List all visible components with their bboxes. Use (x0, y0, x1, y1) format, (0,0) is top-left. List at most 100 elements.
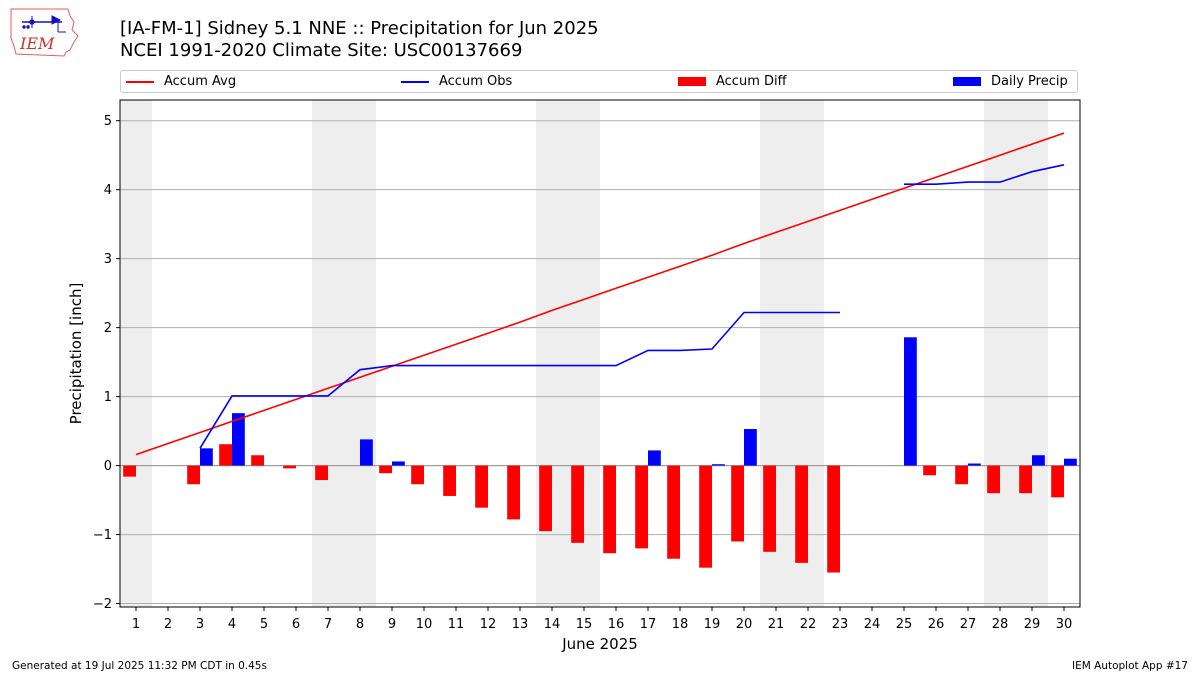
iem-logo-text: IEM (19, 34, 55, 53)
accum-diff-bar (635, 465, 648, 549)
legend-item-accum-diff: Accum Diff (678, 74, 787, 90)
legend-item-accum-avg: Accum Avg (126, 74, 236, 90)
legend-swatch-accum-avg (126, 80, 154, 83)
generated-timestamp: Generated at 19 Jul 2025 11:32 PM CDT in… (12, 660, 267, 672)
accum-diff-bar (411, 465, 424, 485)
accum-diff-bar (123, 465, 136, 477)
x-tick-label: 10 (416, 617, 433, 632)
accum-diff-bar (315, 465, 328, 481)
x-tick-label: 4 (228, 617, 236, 632)
x-tick-label: 2 (164, 617, 172, 632)
x-tick-label: 17 (640, 617, 657, 632)
accum-diff-bar (731, 465, 744, 542)
accum-diff-bar (539, 465, 552, 532)
accum-diff-bar (219, 444, 232, 466)
x-tick-label: 23 (832, 617, 849, 632)
daily-precip-bar (392, 461, 405, 466)
daily-precip-bar (1064, 458, 1077, 466)
accum-diff-bar (955, 465, 968, 485)
iem-logo: IEM (10, 8, 79, 57)
x-tick-label: 18 (672, 617, 689, 632)
x-tick-label: 30 (1056, 617, 1073, 632)
x-tick-label: 5 (260, 617, 268, 632)
accum-diff-bar (571, 465, 584, 543)
accum-diff-bar (283, 465, 296, 469)
y-tick-label: 2 (104, 321, 112, 336)
x-tick-label: 9 (388, 617, 396, 632)
daily-precip-bar (968, 463, 981, 466)
legend-swatch-accum-obs (401, 80, 429, 83)
y-tick-label: 5 (104, 114, 112, 129)
x-tick-label: 16 (608, 617, 625, 632)
y-axis-label: Precipitation [inch] (67, 283, 85, 425)
x-tick-label: 11 (448, 617, 465, 632)
accum-diff-bar (1019, 465, 1032, 494)
x-tick-label: 14 (544, 617, 561, 632)
x-tick-label: 13 (512, 617, 529, 632)
accum-diff-bar (795, 465, 808, 563)
weekend-shade (312, 100, 344, 607)
x-tick-label: 19 (704, 617, 721, 632)
daily-precip-bar (744, 429, 757, 466)
accum-obs-line (199, 311, 840, 449)
x-tick-label: 12 (480, 617, 497, 632)
accum-diff-bar (443, 465, 456, 496)
x-tick-label: 28 (992, 617, 1009, 632)
accum-diff-bar (507, 465, 520, 520)
daily-precip-bar (712, 464, 725, 466)
weekend-shade (984, 100, 1016, 607)
weekend-shade (120, 100, 152, 607)
legend-item-daily-precip: Daily Precip (953, 74, 1068, 90)
legend-label-accum-diff: Accum Diff (716, 74, 787, 89)
legend-label-accum-obs: Accum Obs (439, 74, 513, 89)
x-tick-label: 27 (960, 617, 977, 632)
x-tick-label: 7 (324, 617, 332, 632)
chart-subtitle: NCEI 1991-2020 Climate Site: USC00137669 (120, 40, 523, 61)
y-tick-label: 0 (104, 459, 112, 474)
accum-diff-bar (187, 465, 200, 485)
x-tick-label: 21 (768, 617, 785, 632)
accum-diff-bar (1051, 465, 1064, 498)
x-tick-label: 15 (576, 617, 593, 632)
y-tick-label: −2 (93, 597, 112, 612)
x-tick-label: 1 (132, 617, 140, 632)
weekend-shade (1016, 100, 1048, 607)
daily-precip-bar (232, 413, 245, 466)
plot-frame (119, 99, 1081, 608)
legend-swatch-daily-precip (953, 77, 981, 86)
accum-diff-bar (827, 465, 840, 573)
x-tick-label: 29 (1024, 617, 1041, 632)
weekend-shade (344, 100, 376, 607)
x-tick-label: 6 (292, 617, 300, 632)
daily-precip-bar (1032, 455, 1045, 466)
daily-precip-bar (200, 448, 213, 466)
y-tick-label: 3 (104, 252, 112, 267)
accum-diff-bar (987, 465, 1000, 494)
accum-diff-bar (667, 465, 680, 559)
autoplot-app-label: IEM Autoplot App #17 (1072, 660, 1188, 672)
accum-diff-bar (923, 465, 936, 476)
daily-precip-bar (648, 450, 661, 466)
accum-diff-bar (699, 465, 712, 568)
accum-obs-line (904, 164, 1065, 185)
weather-station-icon (22, 15, 66, 33)
legend: Accum Avg Accum Obs Accum Diff Daily Pre… (120, 70, 1078, 93)
x-tick-label: 26 (928, 617, 945, 632)
legend-label-daily-precip: Daily Precip (991, 74, 1068, 89)
accum-diff-bar (763, 465, 776, 552)
x-tick-label: 22 (800, 617, 817, 632)
accum-diff-bar (475, 465, 488, 508)
legend-swatch-accum-diff (678, 77, 706, 86)
x-tick-label: 20 (736, 617, 753, 632)
x-tick-label: 8 (356, 617, 364, 632)
y-tick-label: −1 (93, 528, 112, 543)
accum-diff-bar (379, 465, 392, 474)
chart-title: [IA-FM-1] Sidney 5.1 NNE :: Precipitatio… (120, 18, 599, 39)
daily-precip-bar (904, 337, 917, 466)
iowa-state-outline-icon (10, 8, 79, 57)
accum-avg-line (135, 132, 1065, 456)
x-tick-label: 24 (864, 617, 881, 632)
y-tick-label: 4 (104, 183, 112, 198)
x-axis-label: June 2025 (561, 635, 638, 653)
